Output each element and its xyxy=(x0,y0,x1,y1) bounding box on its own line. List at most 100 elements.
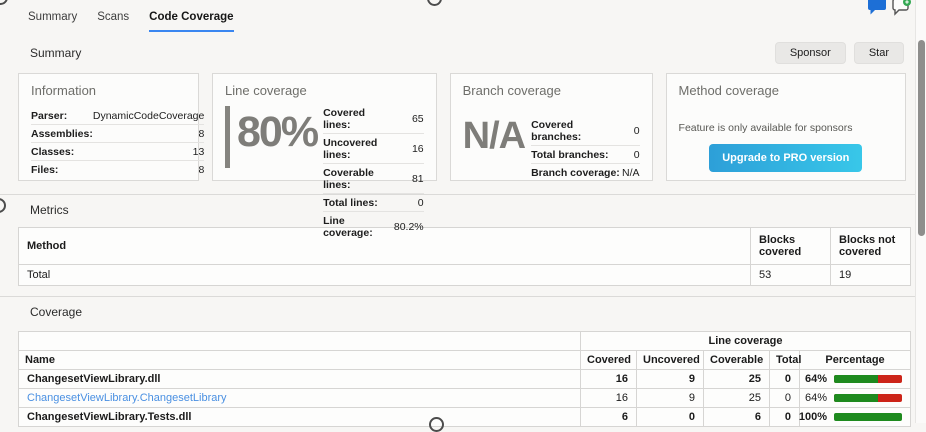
sponsor-feature-note: Feature is only available for sponsors xyxy=(678,122,853,134)
info-row: Assemblies: 8 xyxy=(31,124,205,143)
line-coverage-row: Covered lines: 65 xyxy=(323,104,424,134)
coverage-bar xyxy=(834,394,903,402)
total-cell: 0 xyxy=(769,388,800,408)
method-coverage-card-title: Method coverage xyxy=(678,83,779,98)
coverage-group-header-row: Line coverage xyxy=(18,331,912,351)
line-coverage-table: Covered lines: 65 Uncovered lines: 16 Co… xyxy=(323,104,424,241)
total-cell: 0 xyxy=(769,369,800,389)
add-comment-icon[interactable] xyxy=(892,0,912,21)
stat-value: 0 xyxy=(622,116,640,146)
coverage-name-link[interactable]: ChangesetViewLibrary.ChangesetLibrary xyxy=(18,388,581,408)
metrics-header-blocks-covered: Blocks covered xyxy=(750,227,831,265)
branch-coverage-card-title: Branch coverage xyxy=(462,83,561,98)
coverage-empty-header xyxy=(18,331,581,351)
information-card: Information Parser: DynamicCodeCoverage … xyxy=(18,73,205,181)
metrics-method-cell: Total xyxy=(18,264,751,286)
branch-coverage-row: Branch coverage: N/A xyxy=(531,164,639,182)
uncovered-cell: 9 xyxy=(636,369,704,389)
percentage-label: 64% xyxy=(805,373,828,385)
coverage-name-cell: ChangesetViewLibrary.Tests.dll xyxy=(18,407,581,427)
branch-coverage-row: Covered branches: 0 xyxy=(531,116,640,146)
coverage-group-header: Line coverage xyxy=(579,331,912,351)
info-label: Assemblies: xyxy=(31,124,93,143)
line-coverage-row: Uncovered lines: 16 xyxy=(323,133,424,164)
branch-coverage-card: Branch coverage N/A Covered branches: 0 … xyxy=(449,73,653,182)
info-row: Files: 8 xyxy=(31,161,204,179)
star-button[interactable]: Star xyxy=(853,42,904,64)
line-coverage-row: Line coverage: 80.2% xyxy=(323,212,424,242)
stat-value: 80.2% xyxy=(393,221,424,233)
scrollbar-thumb[interactable] xyxy=(918,40,925,236)
covered-cell: 16 xyxy=(580,369,637,389)
comment-icon[interactable] xyxy=(868,0,886,20)
stat-label: Total branches: xyxy=(531,145,623,164)
stat-value: 65 xyxy=(393,104,424,134)
metrics-blocks-covered-cell: 53 xyxy=(750,264,831,286)
info-label: Files: xyxy=(31,164,59,176)
uncovered-cell: 0 xyxy=(636,407,704,427)
coverage-bar xyxy=(834,413,903,421)
coverable-cell: 25 xyxy=(703,369,770,389)
tab-code-coverage[interactable]: Code Coverage xyxy=(149,11,234,32)
info-row: Parser: DynamicCodeCoverage xyxy=(31,107,205,125)
stat-label: Total lines: xyxy=(323,193,394,212)
method-coverage-card: Method coverage Feature is only availabl… xyxy=(665,73,906,181)
upgrade-pro-button[interactable]: Upgrade to PRO version xyxy=(709,144,863,172)
coverage-row-assembly: ChangesetViewLibrary.dll 16 9 25 0 64% xyxy=(18,369,912,389)
section-divider xyxy=(0,194,926,195)
coverage-section-title: Coverage xyxy=(30,305,83,319)
coverage-header-uncovered: Uncovered xyxy=(636,350,704,370)
line-coverage-card-title: Line coverage xyxy=(225,83,307,98)
line-coverage-big-value: 80% xyxy=(237,108,319,156)
metrics-header-row: Method Blocks covered Blocks not covered xyxy=(18,227,911,265)
tab-summary[interactable]: Summary xyxy=(28,11,78,23)
summary-cards: Information Parser: DynamicCodeCoverage … xyxy=(18,73,906,239)
coverage-section-header: Coverage xyxy=(0,297,926,319)
metrics-section-title: Metrics xyxy=(30,203,69,217)
percentage-label: 100% xyxy=(798,411,828,423)
coverage-header-covered: Covered xyxy=(580,350,637,370)
stat-label: Uncovered lines: xyxy=(323,133,394,164)
coverage-bar xyxy=(834,375,903,383)
vertical-scrollbar[interactable] xyxy=(915,0,926,423)
uncovered-cell: 9 xyxy=(636,388,704,408)
summary-section-header: Summary Sponsor Star xyxy=(0,32,926,64)
metrics-section-header: Metrics xyxy=(0,195,926,217)
percentage-label: 64% xyxy=(805,392,828,404)
stat-value: 0 xyxy=(622,145,640,164)
branch-coverage-row: Total branches: 0 xyxy=(531,145,640,164)
stat-label: Line coverage: xyxy=(323,215,373,239)
coverage-header-coverable: Coverable xyxy=(703,350,770,370)
tab-bar: Summary Scans Code Coverage xyxy=(0,0,926,32)
coverage-header-percentage: Percentage xyxy=(798,350,912,370)
line-coverage-row: Total lines: 0 xyxy=(323,193,424,212)
tab-scans[interactable]: Scans xyxy=(97,11,130,23)
coverage-row-class: ChangesetViewLibrary.ChangesetLibrary 16… xyxy=(18,388,912,408)
stat-value: 0 xyxy=(393,193,424,212)
metrics-row-total: Total 53 19 xyxy=(18,264,911,286)
covered-cell: 16 xyxy=(580,388,637,408)
stat-label: Branch coverage: xyxy=(531,167,620,179)
info-label: Parser: xyxy=(31,107,93,125)
info-value: 8 xyxy=(198,164,205,176)
metrics-table: Method Blocks covered Blocks not covered… xyxy=(18,227,911,286)
info-label: Classes: xyxy=(31,142,93,161)
coverage-header-name: Name xyxy=(18,350,581,370)
coverage-table: Line coverage Name Covered Uncovered Cov… xyxy=(18,331,912,427)
percentage-cell: 64% xyxy=(798,369,912,389)
covered-cell: 6 xyxy=(580,407,637,427)
metrics-header-blocks-not-covered: Blocks not covered xyxy=(830,227,911,265)
coverage-row-assembly: ChangesetViewLibrary.Tests.dll 6 0 6 0 1… xyxy=(18,407,912,427)
coverable-cell: 25 xyxy=(703,388,770,408)
stat-label: Covered lines: xyxy=(323,104,394,134)
coverage-header-row: Name Covered Uncovered Coverable Total P… xyxy=(18,350,912,370)
branch-coverage-table: Covered branches: 0 Total branches: 0 Br… xyxy=(531,116,640,182)
percentage-cell: 100% xyxy=(798,407,912,427)
information-table: Parser: DynamicCodeCoverage Assemblies: … xyxy=(31,107,205,179)
selection-handle-bottom-center[interactable] xyxy=(429,417,444,432)
stat-label: Coverable lines: xyxy=(323,163,394,194)
sponsor-button[interactable]: Sponsor xyxy=(774,42,846,64)
summary-section-title: Summary xyxy=(30,46,82,60)
metrics-blocks-not-covered-cell: 19 xyxy=(830,264,911,286)
branch-coverage-big-value: N/A xyxy=(462,115,526,157)
